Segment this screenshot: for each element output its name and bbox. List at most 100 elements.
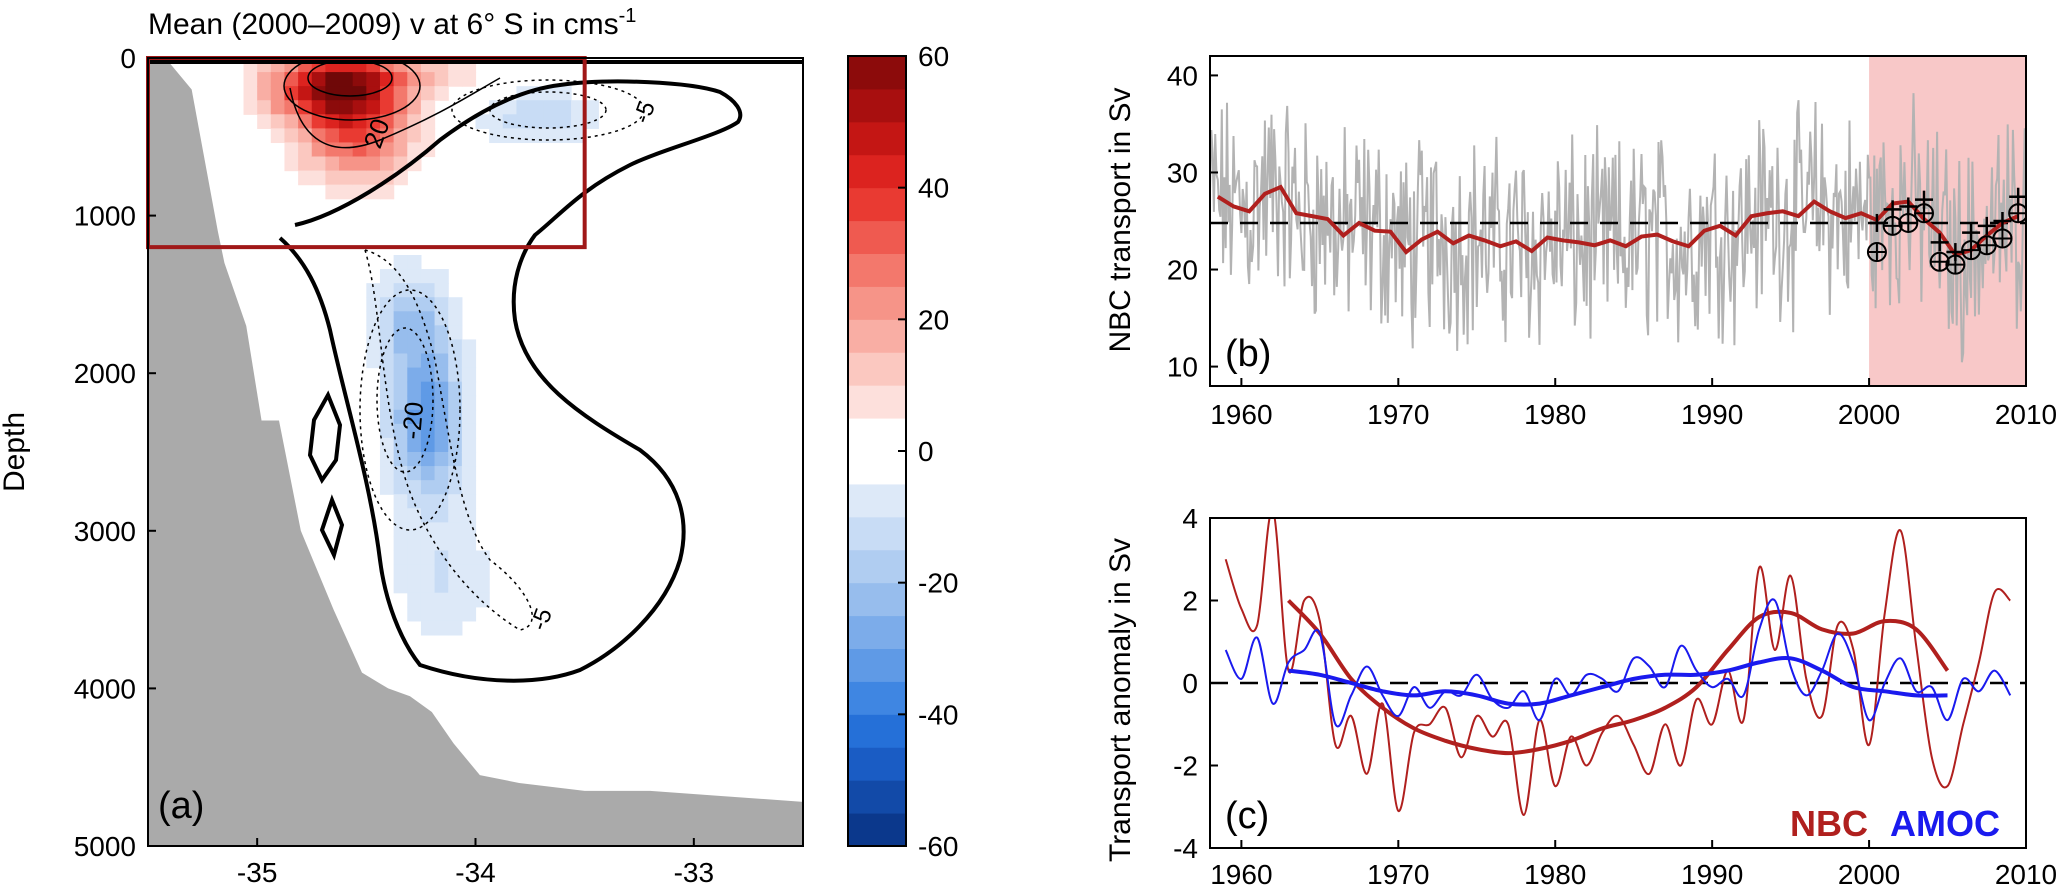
heatmap-cell [407,452,422,467]
heatmap-cell [257,72,272,87]
heatmap-cell [461,466,477,481]
x-tick-label: 1980 [1524,859,1586,890]
heatmap-cell [516,114,531,129]
heatmap-cell [584,114,599,129]
heatmap-cell [407,564,422,580]
heatmap-cell [516,100,531,115]
colorbar-tick-label: 0 [918,436,934,467]
heatmap-cell [448,466,463,481]
heatmap-cell [366,170,381,186]
heatmap-cell [407,255,422,270]
heatmap-cell [352,86,367,101]
heatmap-cell [407,409,422,425]
heatmap-cell [339,184,354,200]
heatmap-cell [379,395,395,411]
panel-b-y-ticks: 10 20 30 40 [1167,60,1218,383]
heatmap-cell [407,606,422,622]
heatmap-cell [420,592,436,608]
heatmap-cell [420,325,436,341]
heatmap-cell [352,114,367,129]
heatmap-cell [434,452,449,467]
anomaly-series [1224,518,2012,817]
heatmap-cell [393,72,408,87]
heatmap-cell [448,395,463,411]
observed-points [1866,187,2026,275]
heatmap-cell [325,86,340,101]
plus-marker [2009,187,2026,206]
heatmap-cell [448,550,463,566]
x-tick-label: 1980 [1524,399,1586,430]
panel-c-letter: (c) [1225,795,1269,837]
panel-c-x-ticks: 1960 1970 1980 1990 2000 2010 [1210,840,2057,890]
heatmap-cell [393,578,408,594]
heatmap-cell [393,437,408,453]
plus-marker [1867,213,1886,232]
y-tick-label: 20 [1167,255,1198,286]
heatmap-cell [502,128,518,144]
heatmap-cell [434,283,449,298]
heatmap-cell [407,550,422,566]
heatmap-cell [543,114,558,129]
heatmap-cell [366,100,381,115]
heatmap-cell [393,297,408,312]
heatmap-cell [270,128,286,144]
contour-label-neg5-upper: -5 [628,98,661,127]
heatmap-cell [461,606,477,622]
heatmap-cell [434,269,449,284]
colorbar-cell [848,483,906,518]
heatmap-cells [243,58,599,636]
heatmap-cell [393,395,408,411]
heatmap-cell [475,578,490,594]
heatmap-cell [461,409,477,425]
contour-20 [289,77,501,149]
heatmap-cell [420,381,436,397]
heatmap-cell [339,100,354,115]
heatmap-cell [393,494,408,509]
heatmap-cell [434,339,449,355]
heatmap-cell [325,128,340,144]
heatmap-cell [448,620,463,636]
heatmap-cell [502,114,518,129]
heatmap-cell [339,142,354,158]
colorbar-cell [848,121,906,156]
heatmap-cell [366,283,381,298]
heatmap-cell [407,381,422,397]
heatmap-cell [393,381,408,397]
y-tick-label: 4 [1182,503,1198,534]
heatmap-cell [379,339,395,355]
colorbar-tick-label: -20 [918,568,958,599]
x-tick-label: 1970 [1367,399,1429,430]
heatmap-cell [379,466,395,481]
heatmap-cell [407,325,422,341]
heatmap-cell [420,72,436,87]
heatmap-cell [434,592,449,608]
observed-point [2008,203,2026,224]
panel-a-letter: (a) [158,785,204,827]
y-tick-label: 0 [1182,668,1198,699]
panel-b-ylabel: NBC transport in Sv [1104,87,1137,352]
heatmap-cell [434,437,449,453]
colorbar-cell [848,319,906,353]
heatmap-cell [461,550,477,566]
legend-amoc: AMOC [1890,803,2000,844]
heatmap-cell [393,452,408,467]
y-tick-label: 2000 [74,358,136,389]
heatmap-cell [448,536,463,552]
heatmap-cell [530,100,545,115]
heatmap-cell [434,353,449,369]
heatmap-cell [530,114,545,129]
heatmap-cell [379,128,395,144]
heatmap-cell [461,353,477,369]
contour-30 [283,58,421,121]
y-tick-label: -2 [1173,751,1198,782]
heatmap-cell [407,128,422,144]
heatmap-cell [352,170,367,186]
colorbar-cell [848,418,906,452]
heatmap-cell [434,297,449,312]
heatmap-cell [407,72,422,87]
heatmap-cell [420,128,436,144]
heatmap-cell [352,100,367,115]
heatmap-cell [298,100,313,115]
heatmap-cell [420,395,436,411]
